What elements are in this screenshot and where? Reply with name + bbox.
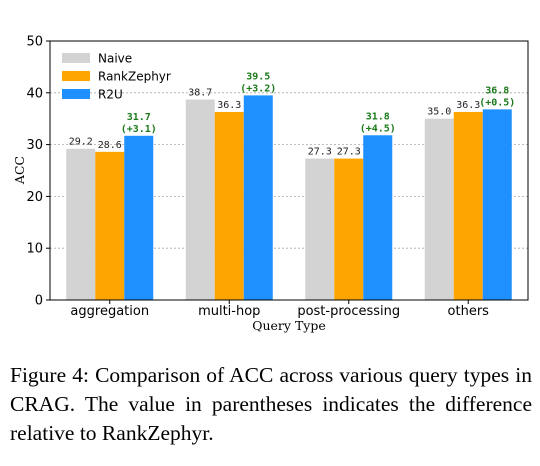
bar-rankzephyr-aggregation <box>95 151 125 300</box>
bar-r2u-post-processing <box>363 135 393 300</box>
bar-layer <box>66 95 512 300</box>
legend-swatch-rankzephyr <box>62 71 90 81</box>
y-tick-label: 50 <box>26 35 43 50</box>
legend-label: R2U <box>98 88 123 102</box>
bar-r2u-others <box>482 109 512 300</box>
delta-label: (+3.1) <box>121 124 157 135</box>
bar-rankzephyr-others <box>453 111 483 300</box>
y-tick-label: 40 <box>26 86 43 101</box>
value-label-highlight: 31.7 <box>127 112 151 123</box>
x-tick-label: aggregation <box>70 304 149 319</box>
x-axis-title: Query Type <box>252 318 326 333</box>
bar-naive-post-processing <box>305 158 335 300</box>
label-layer: 29.2 28.6 31.7(+3.1) 38.7 36.3 39.5(+3.2) 27.3… <box>69 71 516 157</box>
figure-caption: Figure 4: Comparison of ACC across vario… <box>10 363 532 445</box>
value-label: 35.0 <box>427 107 451 118</box>
legend-label: Naive <box>98 52 132 66</box>
value-label: 27.3 <box>337 147 361 158</box>
legend-label: RankZephyr <box>98 70 171 84</box>
y-tick-label: 0 <box>35 294 43 309</box>
x-tick-label: post-processing <box>297 304 400 319</box>
bar-r2u-multi-hop <box>243 95 273 300</box>
value-label: 29.2 <box>69 137 93 148</box>
y-tick-label: 10 <box>26 242 43 257</box>
delta-label: (+0.5) <box>479 97 515 108</box>
axis-layer: 0 10 20 30 40 50 aggregation multi-hop post-proc… <box>26 35 489 320</box>
delta-label: (+3.2) <box>240 83 276 94</box>
value-label: 38.7 <box>188 88 212 99</box>
y-tick-label: 30 <box>26 138 43 153</box>
value-label-highlight: 36.8 <box>485 85 509 96</box>
x-tick-label: multi-hop <box>198 304 260 319</box>
delta-label: (+4.5) <box>360 123 396 134</box>
value-label: 27.3 <box>308 147 332 158</box>
bar-naive-others <box>424 118 454 300</box>
bar-r2u-aggregation <box>124 135 154 300</box>
x-tick-label: others <box>448 304 490 319</box>
y-axis-title: ACC <box>12 156 27 185</box>
bar-rankzephyr-multi-hop <box>214 111 244 300</box>
value-label: 28.6 <box>98 140 122 151</box>
legend-swatch-r2u <box>62 89 90 99</box>
bar-naive-multi-hop <box>185 99 215 300</box>
bar-rankzephyr-post-processing <box>334 158 364 300</box>
bar-naive-aggregation <box>66 148 96 300</box>
legend: Naive RankZephyr R2U <box>62 52 171 102</box>
value-label: 36.3 <box>217 100 241 111</box>
value-label-highlight: 39.5 <box>246 71 270 82</box>
bar-chart: 29.2 28.6 31.7(+3.1) 38.7 36.3 39.5(+3.2) 27.3… <box>12 35 529 333</box>
legend-swatch-naive <box>62 53 90 63</box>
value-label: 36.3 <box>456 100 480 111</box>
plot-frame <box>49 40 529 301</box>
y-tick-label: 20 <box>26 190 43 205</box>
value-label-highlight: 31.8 <box>366 111 390 122</box>
